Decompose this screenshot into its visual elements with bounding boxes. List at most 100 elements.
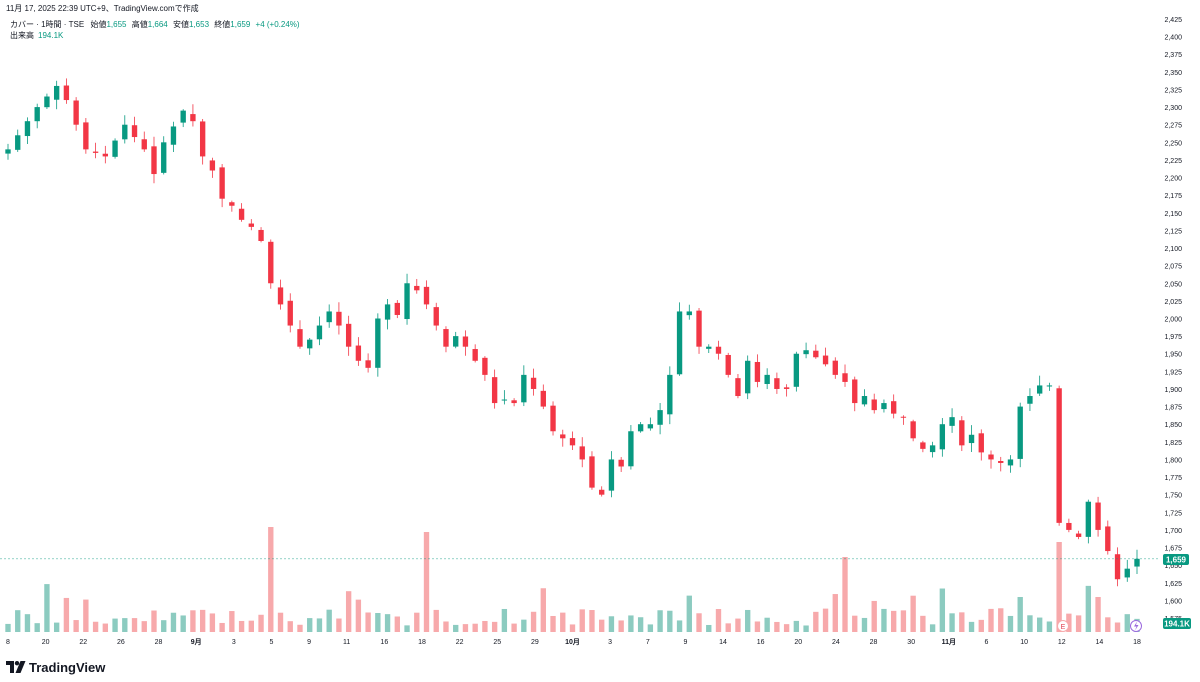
candle [813, 350, 819, 358]
volume-bar [764, 617, 770, 632]
time-axis[interactable]: 8 20 22 26 28 9月 3 5 9 11 16 18 22 25 29 10月 3 7 9 14 16 20 24… [6, 638, 1141, 646]
y-tick-label: 1,850 [1164, 422, 1182, 429]
volume-bar [657, 610, 663, 632]
candle [657, 410, 663, 425]
x-tick-label: 29 [531, 639, 539, 646]
candle [501, 399, 508, 401]
x-tick-label: 11 [343, 639, 350, 646]
volume-bar [491, 621, 498, 632]
volume-bar [316, 618, 323, 632]
candle [336, 311, 342, 326]
x-tick-label: 28 [870, 639, 878, 646]
candle [34, 107, 40, 122]
volume-bar [443, 621, 449, 632]
y-tick-label: 2,425 [1164, 17, 1182, 24]
volume-bar [978, 619, 984, 632]
y-tick-label: 2,400 [1164, 35, 1182, 42]
x-tick-label: 18 [1133, 639, 1141, 646]
earnings-marker[interactable]: E [1057, 620, 1069, 632]
x-tick-label: 24 [832, 639, 840, 646]
candle [326, 311, 332, 323]
volume-bar [24, 614, 31, 632]
x-tick-label: 10月 [565, 638, 580, 646]
candle [910, 421, 916, 439]
x-tick-label: 3 [232, 639, 236, 646]
price-axis[interactable]: 2,425 2,400 2,375 2,350 2,325 2,300 2,275 2,250… [1164, 17, 1182, 623]
volume-bar [414, 612, 420, 632]
y-tick-label: 1,825 [1164, 440, 1182, 447]
volume-bar [170, 612, 177, 632]
candle [209, 160, 216, 171]
x-tick-label: 9 [307, 639, 311, 646]
volume-bar [822, 608, 829, 632]
volume-bar [929, 624, 936, 632]
y-tick-label: 1,900 [1164, 387, 1182, 394]
candle [375, 318, 381, 368]
volume-bar [735, 618, 741, 632]
volume-bar [676, 620, 683, 632]
y-tick-label: 2,050 [1164, 281, 1182, 288]
candle [1036, 385, 1043, 394]
candle [423, 286, 430, 305]
candle [238, 208, 245, 220]
volume-bar [832, 594, 838, 632]
tradingview-logo[interactable]: TradingView [6, 659, 105, 675]
volume-bar [1027, 615, 1033, 632]
volume-bar [560, 612, 566, 632]
volume-bar [102, 623, 109, 632]
volume-bar [1075, 615, 1082, 632]
x-tick-label: 18 [418, 639, 426, 646]
candle [852, 379, 858, 404]
volume-bar [842, 557, 848, 632]
candle [1124, 568, 1130, 578]
candle [861, 396, 868, 405]
candle [355, 345, 362, 361]
volume-bar [297, 624, 303, 632]
volume-bar [1056, 542, 1062, 632]
y-tick-label: 2,350 [1164, 70, 1182, 77]
candle [842, 373, 848, 382]
candle [199, 121, 206, 157]
candle [15, 135, 21, 150]
volume-bar [1007, 615, 1014, 632]
volume-bar [618, 620, 624, 632]
x-tick-label: 6 [985, 639, 989, 646]
low-label: 安値 [173, 20, 189, 29]
y-tick-label: 2,150 [1164, 211, 1182, 218]
x-tick-label: 9月 [191, 638, 202, 646]
candle [929, 445, 936, 453]
axis-badges: 1,659 194.1K [1163, 554, 1191, 629]
y-tick-label: 1,950 [1164, 352, 1182, 359]
candle [676, 311, 683, 375]
candle [881, 403, 887, 410]
candle [1056, 388, 1062, 523]
candle [433, 307, 439, 326]
ohlc-legend: カバー · 1時間 · TSE 始値1,655 高値1,664 安値1,653 … [10, 19, 300, 30]
candle [745, 360, 751, 394]
candle [122, 124, 128, 140]
x-tick-label: 8 [6, 639, 10, 646]
change-value: +4 (+0.24%) [255, 20, 300, 29]
candle [530, 377, 537, 389]
volume-bar [190, 610, 196, 632]
candle [569, 438, 576, 446]
earnings-icon: E [1061, 624, 1066, 631]
volume-bar [248, 620, 254, 632]
candle [540, 390, 546, 407]
volume-bar [783, 624, 790, 632]
candle [696, 310, 702, 347]
volume-bar [501, 608, 508, 632]
y-tick-label: 1,650 [1164, 563, 1182, 570]
volume-bar [277, 612, 284, 632]
candle [715, 346, 722, 354]
x-tick-label: 11月 [942, 638, 956, 646]
x-tick-label: 14 [719, 639, 727, 646]
volume-bar [959, 612, 965, 632]
candle [560, 434, 566, 439]
y-tick-label: 2,300 [1164, 105, 1182, 112]
lightning-icon[interactable] [1130, 620, 1142, 632]
candle [1066, 522, 1072, 530]
candle [404, 283, 410, 320]
open-label: 始値 [90, 20, 107, 29]
